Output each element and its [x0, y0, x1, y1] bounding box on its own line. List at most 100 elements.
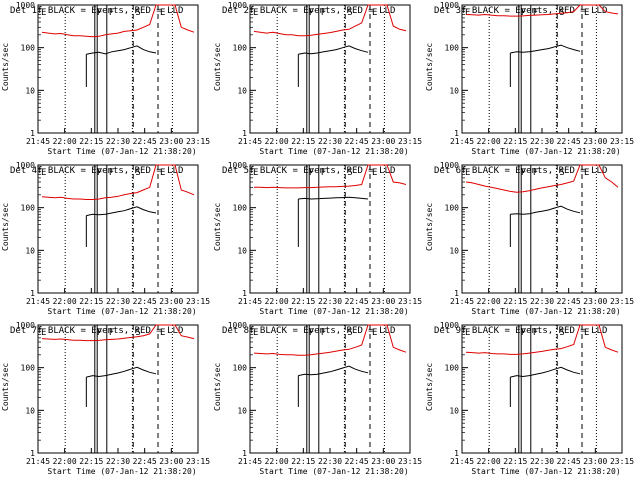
- x-tick-label: 23:00: [371, 297, 395, 306]
- panel-det-7f: Det 7f BLACK = Events, RED = LLD Counts/s…: [1, 321, 210, 476]
- events-series-line: [86, 206, 157, 217]
- axes-frame: [461, 4, 623, 134]
- marker-label: F: [533, 328, 538, 338]
- marker-label: F: [533, 8, 538, 18]
- marker-label: F: [97, 8, 102, 18]
- x-tick-label: 23:15: [186, 297, 210, 306]
- axes-frame: [249, 164, 411, 294]
- lld-series-line: [254, 164, 407, 189]
- events-series-line: [298, 45, 369, 55]
- marker-label: E: [253, 328, 258, 338]
- y-axis-label: Counts/sec: [1, 43, 10, 91]
- events-series-line: [86, 366, 157, 378]
- x-tick-label: 22:15: [291, 137, 315, 146]
- y-axis-label: Counts/sec: [1, 203, 10, 251]
- y-tick-label: 1000: [440, 321, 459, 330]
- y-tick-label: 10: [237, 406, 247, 415]
- x-tick-label: 21:45: [450, 297, 474, 306]
- lld-series-line: [253, 4, 407, 37]
- x-tick-label: 21:45: [238, 297, 262, 306]
- y-tick-label: 1000: [440, 161, 459, 170]
- y-tick-label: 100: [21, 364, 36, 373]
- lld-series-line: [41, 164, 195, 200]
- marker-label: S: [347, 168, 352, 178]
- plot-title: Det 4f BLACK = Events, RED = LLD: [10, 166, 183, 176]
- x-tick-label: 23:00: [159, 297, 183, 306]
- marker-label: F: [109, 328, 114, 338]
- marker-label: F: [521, 8, 526, 18]
- marker-label: F: [321, 168, 326, 178]
- x-tick-label: 22:30: [106, 297, 130, 306]
- lld-series-line: [465, 324, 619, 355]
- marker-label: F: [109, 8, 114, 18]
- axes-frame: [37, 164, 199, 294]
- x-axis-label: Start Time (07-Jan-12 21:38:20): [471, 147, 620, 156]
- x-tick-label: 22:45: [557, 457, 581, 466]
- marker-label: E: [465, 8, 470, 18]
- y-tick-label: 1: [454, 289, 459, 298]
- marker-label: S: [135, 168, 140, 178]
- lld-series-line: [253, 324, 407, 356]
- marker-label: E: [160, 8, 165, 18]
- marker-label: F: [97, 328, 102, 338]
- x-tick-label: 22:00: [477, 137, 501, 146]
- marker-label: E: [160, 168, 165, 178]
- panel-det-5f: Det 5f BLACK = Events, RED = LLD Counts/s…: [213, 161, 422, 316]
- y-tick-label: 1: [454, 129, 459, 138]
- x-tick-label: 22:15: [503, 137, 527, 146]
- y-tick-label: 100: [233, 204, 248, 213]
- marker-label: S: [347, 328, 352, 338]
- x-tick-label: 23:00: [583, 297, 607, 306]
- x-tick-label: 22:30: [106, 457, 130, 466]
- plot-title: Det 9f BLACK = Events, RED = LLD: [434, 326, 607, 336]
- x-tick-label: 23:15: [398, 297, 422, 306]
- marker-label: E: [41, 328, 46, 338]
- marker-label: F: [309, 328, 314, 338]
- panel-det-4f: Det 4f BLACK = Events, RED = LLD Counts/s…: [1, 161, 210, 316]
- x-tick-label: 21:45: [238, 137, 262, 146]
- marker-label: F: [109, 168, 114, 178]
- y-tick-label: 10: [449, 86, 459, 95]
- panel-det-8f: Det 8f BLACK = Events, RED = LLD Counts/s…: [213, 321, 422, 476]
- marker-label: S: [135, 328, 140, 338]
- y-axis-label: Counts/sec: [213, 363, 222, 411]
- y-tick-label: 100: [21, 44, 36, 53]
- y-tick-label: 1: [242, 449, 247, 458]
- x-tick-label: 23:00: [371, 457, 395, 466]
- marker-label: E: [160, 328, 165, 338]
- x-tick-label: 22:45: [133, 137, 157, 146]
- x-tick-label: 21:45: [238, 457, 262, 466]
- marker-label: E: [253, 8, 258, 18]
- x-axis-label: Start Time (07-Jan-12 21:38:20): [47, 467, 196, 476]
- y-tick-label: 1000: [440, 1, 459, 10]
- y-tick-label: 1: [242, 289, 247, 298]
- marker-label: E: [253, 168, 258, 178]
- events-series-line: [298, 196, 369, 200]
- y-axis-label: Counts/sec: [213, 43, 222, 91]
- marker-label: F: [97, 168, 102, 178]
- x-tick-label: 21:45: [450, 457, 474, 466]
- x-tick-label: 22:00: [265, 137, 289, 146]
- panel-det-6f: Det 6f BLACK = Events, RED = LLD Counts/s…: [425, 161, 634, 316]
- y-tick-label: 100: [445, 204, 460, 213]
- y-tick-label: 100: [233, 364, 248, 373]
- marker-label: E: [41, 168, 46, 178]
- x-tick-label: 23:00: [159, 457, 183, 466]
- x-tick-label: 22:00: [477, 297, 501, 306]
- marker-label: F: [321, 328, 326, 338]
- x-tick-label: 22:45: [133, 457, 157, 466]
- x-tick-label: 22:15: [79, 137, 103, 146]
- marker-label: S: [135, 8, 140, 18]
- panel-det-2f: Det 2f BLACK = Events, RED = LLD Counts/s…: [213, 1, 422, 156]
- y-tick-label: 100: [21, 204, 36, 213]
- x-tick-label: 22:15: [291, 297, 315, 306]
- marker-label: E: [465, 328, 470, 338]
- x-tick-label: 23:15: [186, 457, 210, 466]
- x-tick-label: 22:15: [79, 457, 103, 466]
- y-tick-label: 100: [233, 44, 248, 53]
- x-axis-label: Start Time (07-Jan-12 21:38:20): [47, 307, 196, 316]
- x-tick-label: 22:45: [345, 137, 369, 146]
- axes-frame: [249, 324, 411, 454]
- marker-label: F: [309, 8, 314, 18]
